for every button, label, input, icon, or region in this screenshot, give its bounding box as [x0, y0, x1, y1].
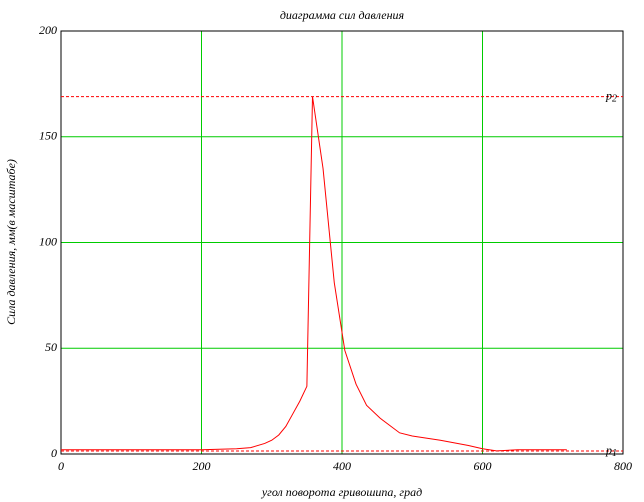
x-tick-label: 0: [58, 459, 64, 473]
x-tick-label: 600: [474, 459, 492, 473]
x-axis-label: угол поворота гривошипа, град: [261, 485, 422, 499]
chart-title: диаграмма сил давления: [280, 8, 405, 22]
plot-frame: [60, 30, 624, 455]
x-tick-label: 200: [193, 459, 211, 473]
reference-label-main: p: [605, 88, 612, 102]
y-tick-label: 0: [51, 446, 57, 460]
reference-label-sub: 1: [612, 448, 617, 459]
reference-label-main: p: [605, 443, 612, 457]
y-tick-label: 100: [39, 234, 57, 248]
y-axis-label: Сила давления, мм(в масштабе): [4, 159, 18, 325]
reference-label: p2: [605, 88, 617, 105]
x-tick-label: 400: [333, 459, 351, 473]
y-tick-label: 150: [39, 129, 57, 143]
x-tick-label: 800: [614, 459, 632, 473]
reference-label: p1: [605, 443, 617, 460]
y-tick-label: 50: [45, 340, 57, 354]
y-tick-label: 200: [39, 23, 57, 37]
reference-label-sub: 2: [612, 94, 617, 105]
data-line: [61, 96, 567, 452]
